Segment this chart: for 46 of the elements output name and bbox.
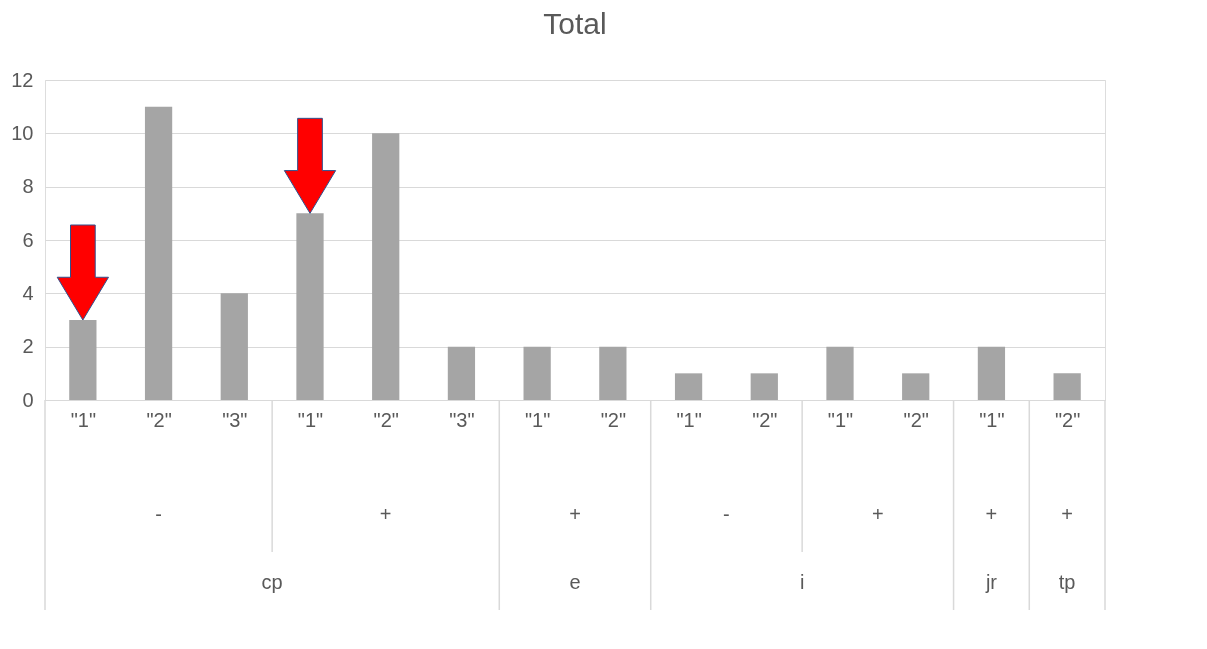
y-tick-label: 0 (22, 388, 34, 411)
text: + (1061, 503, 1073, 525)
bar (977, 346, 1006, 400)
bar (599, 346, 627, 400)
chart-title: Total (543, 7, 607, 40)
text: + (569, 503, 581, 525)
x-tick-label: "3" (222, 408, 248, 431)
bar (144, 106, 173, 400)
text: - (723, 503, 730, 525)
bar (902, 373, 930, 400)
x-tick-label: "2" (752, 408, 778, 431)
bar (750, 373, 778, 400)
y-tick-label: 10 (11, 121, 34, 144)
bar (523, 346, 551, 400)
x-tick-label: "2" (600, 408, 627, 431)
x-tick-label: "1" (524, 408, 551, 431)
x-tick-label: "1" (70, 408, 97, 431)
bar (220, 293, 248, 400)
bar (1053, 373, 1081, 400)
text: tp (1058, 571, 1076, 593)
x-tick-label: "2" (1054, 408, 1081, 431)
x-tick-label: "2" (903, 408, 929, 431)
text: cp (261, 571, 283, 593)
y-tick-label: 2 (22, 335, 34, 358)
y-tick-label: 8 (22, 175, 34, 198)
x-tick-label: "1" (979, 408, 1005, 431)
y-tick-label: 6 (22, 228, 34, 251)
text: i (799, 571, 805, 593)
x-tick-label: "1" (297, 408, 324, 431)
text: e (569, 571, 581, 593)
bar (826, 346, 854, 400)
text: jr (984, 571, 998, 593)
bar (447, 346, 476, 400)
x-tick-label: "2" (373, 408, 399, 431)
bar (372, 133, 400, 400)
y-tick-label: 4 (22, 281, 34, 304)
text: + (379, 503, 392, 525)
text: - (155, 503, 162, 525)
x-tick-label: "1" (827, 408, 854, 431)
x-tick-label: "3" (449, 408, 475, 431)
text: + (872, 503, 884, 525)
bar (674, 373, 703, 400)
x-tick-label: "1" (676, 408, 702, 431)
text: + (985, 503, 998, 525)
y-tick-label: 12 (11, 68, 34, 91)
x-tick-label: "2" (146, 408, 172, 431)
